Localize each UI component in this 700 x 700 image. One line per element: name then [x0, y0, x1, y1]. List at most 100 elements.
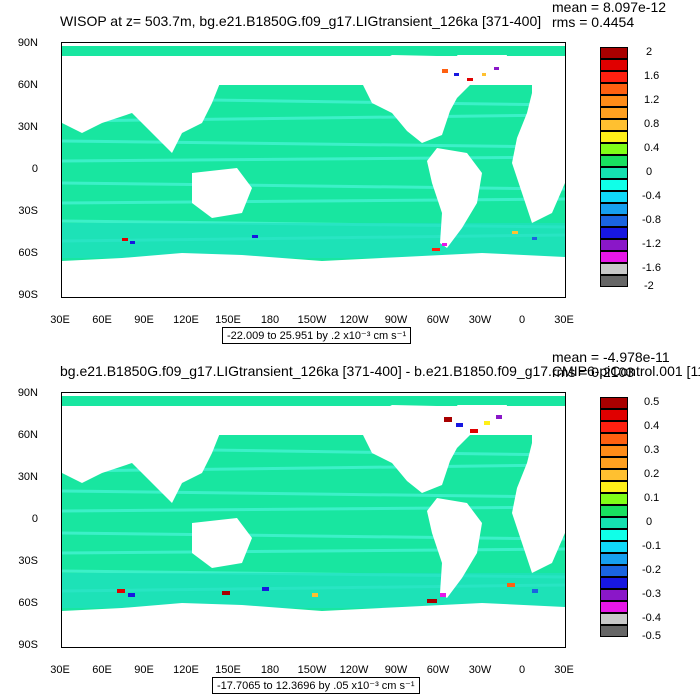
- colorbar-box: [600, 143, 628, 155]
- colorbar-label: -0.4: [642, 190, 661, 202]
- lat-label: 90S: [18, 639, 38, 651]
- colorbar-box: [600, 59, 628, 71]
- colorbar-label: 0.4: [644, 142, 660, 154]
- colorbar-box: [600, 481, 628, 493]
- panel-1: WISOP at z= 503.7m, bg.e21.B1850G.f09_g1…: [17, 0, 690, 344]
- colorbar-box: [600, 565, 628, 577]
- lon-label: 180: [260, 314, 280, 326]
- panel-title: WISOP at z= 503.7m, bg.e21.B1850G.f09_g1…: [60, 13, 542, 29]
- lat-label: 0: [31, 163, 38, 175]
- colorbar-box: [600, 469, 628, 481]
- colorbar-box: [600, 577, 628, 589]
- lon-label: 60E: [92, 314, 112, 326]
- colorbar-box: [600, 457, 628, 469]
- colorbar-box: [600, 215, 628, 227]
- map-plot: [61, 392, 566, 648]
- colorbar-box: [600, 119, 628, 131]
- lon-label: 150E: [215, 664, 241, 676]
- colorbar-label: 0.2: [644, 468, 660, 480]
- colorbar-label: 1.2: [644, 94, 660, 106]
- colorbar-box: [600, 613, 628, 625]
- colorbar-box: [600, 155, 628, 167]
- colorbar-box: [600, 397, 628, 409]
- colorbar-box: [600, 421, 628, 433]
- map-plot: [61, 42, 566, 298]
- colorbar-box: [600, 433, 628, 445]
- lon-label: 90W: [384, 664, 408, 676]
- rms-stat: rms = 0.4454: [552, 14, 635, 30]
- colorbar-box: [600, 95, 628, 107]
- colorbar-box: [600, 601, 628, 613]
- lon-label: 120E: [173, 314, 199, 326]
- colorbar: 0.5 0.4 0.3 0.2 0.1 0 -0.1 -0.2 -0.3 -0.…: [600, 396, 690, 642]
- lon-label: 30E: [554, 314, 574, 326]
- colorbar-box: [600, 589, 628, 601]
- lat-label: 30N: [17, 121, 38, 133]
- colorbar-label: -0.2: [642, 564, 661, 576]
- panel-2: bg.e21.B1850G.f09_g17.LIGtransient_126ka…: [0, 350, 700, 700]
- lat-label: 0: [31, 513, 38, 525]
- colorbar-box: [600, 83, 628, 95]
- lon-label: 120W: [339, 314, 369, 326]
- lon-label: 30E: [554, 664, 574, 676]
- panel-title: bg.e21.B1850G.f09_g17.LIGtransient_126ka…: [60, 363, 700, 379]
- lon-label: 180: [260, 664, 280, 676]
- colorbar-label: -2: [644, 280, 654, 292]
- lat-label: 30N: [17, 471, 38, 483]
- colorbar-box: [600, 553, 628, 565]
- colorbar-box: [600, 517, 628, 529]
- lon-label: 30W: [468, 314, 492, 326]
- colorbar-box: [600, 251, 628, 263]
- colorbar-box: [600, 529, 628, 541]
- lon-label: 90W: [384, 314, 408, 326]
- colorbar-box: [600, 263, 628, 275]
- lon-label: 60W: [426, 664, 450, 676]
- colorbar-box: [600, 493, 628, 505]
- lat-label: 60N: [17, 79, 38, 91]
- mean-stat: mean = 8.097e-12: [552, 0, 667, 15]
- lon-label: 60W: [426, 314, 450, 326]
- colorbar-box: [600, 227, 628, 239]
- colorbar-box: [600, 445, 628, 457]
- colorbar-label: 0.4: [644, 420, 660, 432]
- colorbar-label: -0.3: [642, 588, 661, 600]
- lon-label: 30W: [468, 664, 492, 676]
- colorbar-label: -0.1: [642, 540, 661, 552]
- colorbar-box: [600, 409, 628, 421]
- lat-label: 30S: [18, 205, 38, 217]
- colorbar-label: 0: [646, 516, 653, 528]
- colorbar-box: [600, 167, 628, 179]
- lon-label: 90E: [134, 314, 154, 326]
- lon-label: 0: [518, 314, 526, 326]
- map-field: [62, 393, 565, 647]
- lat-label: 60S: [18, 247, 38, 259]
- lon-label: 150E: [215, 314, 241, 326]
- lat-label: 90N: [17, 37, 38, 49]
- contour-range-label: -22.009 to 25.951 by .2 x10⁻³ cm s⁻¹: [222, 327, 412, 344]
- colorbar-label: 0: [646, 166, 653, 178]
- lat-label: 60S: [18, 597, 38, 609]
- colorbar-box: [600, 47, 628, 59]
- colorbar-label: -0.4: [642, 612, 661, 624]
- lon-label: 30E: [50, 314, 70, 326]
- rms-stat: rms = 0.2103: [552, 364, 635, 380]
- lon-label: 150W: [297, 664, 327, 676]
- mean-stat: mean = -4.978e-11: [552, 349, 670, 365]
- colorbar-label: 1.6: [644, 70, 660, 82]
- lat-label: 90N: [17, 387, 38, 399]
- lon-label: 60E: [92, 664, 112, 676]
- map-field: [62, 43, 565, 297]
- colorbar-box: [600, 275, 628, 287]
- lat-label: 90S: [18, 289, 38, 301]
- colorbar-box: [600, 131, 628, 143]
- lat-label: 60N: [17, 429, 38, 441]
- colorbar-label: -0.8: [642, 214, 661, 226]
- lon-label: 120E: [173, 664, 199, 676]
- lon-label: 120W: [339, 664, 369, 676]
- colorbar-label: -1.6: [642, 262, 661, 274]
- colorbar-box: [600, 505, 628, 517]
- contour-range-label: -17.7065 to 12.3696 by .05 x10⁻³ cm s⁻¹: [212, 677, 420, 694]
- colorbar-box: [600, 203, 628, 215]
- colorbar-label: -0.5: [642, 630, 661, 642]
- colorbar: 2 1.6 1.2 0.8 0.4 0 -0.4 -0.8 -1.2 -1.6 …: [600, 46, 690, 292]
